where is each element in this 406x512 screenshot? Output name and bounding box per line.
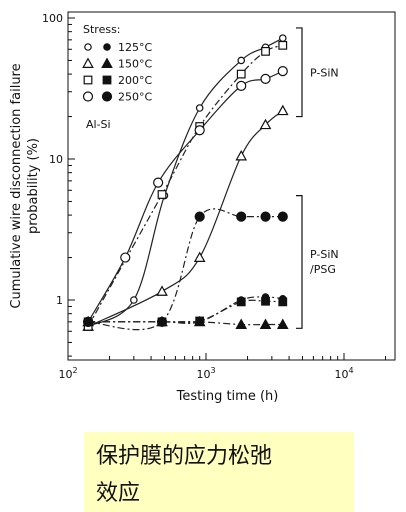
marker-circle-large-filled — [277, 211, 288, 222]
series-line — [87, 70, 284, 323]
legend-entry: 200°C — [118, 74, 152, 87]
series-circle-large-open — [83, 66, 288, 327]
marker-circle-large-open — [236, 80, 247, 91]
series-triangle-open — [82, 104, 289, 331]
series-line — [88, 299, 283, 324]
marker-square-filled — [195, 316, 205, 326]
marker-circle-large-open — [82, 91, 94, 102]
series-line — [88, 321, 283, 326]
marker-circle-large-open — [194, 125, 205, 136]
series-line — [87, 110, 284, 327]
marker-circle-large-open — [120, 252, 131, 263]
y-axis-label: Cumulative wire disconnection failure — [9, 63, 24, 308]
marker-triangle-filled — [276, 318, 289, 329]
marker-circle-large-open — [260, 73, 271, 84]
marker-circle-small-open — [237, 56, 246, 65]
marker-triangle-filled — [101, 57, 113, 68]
marker-square-open — [261, 46, 270, 56]
caption-line-1: 保护膜的应力松弛 — [96, 444, 273, 469]
y-tick-label: 10 — [49, 153, 63, 166]
marker-square-filled — [261, 296, 270, 306]
marker-circle-small-open — [278, 34, 287, 42]
group-bracket — [296, 195, 303, 329]
y-tick-label: 100 — [42, 12, 63, 25]
x-tick-label: 102 — [58, 366, 77, 381]
marker-square-filled — [102, 75, 112, 85]
marker-triangle-open — [156, 285, 168, 296]
series-circle-small-filled — [84, 293, 287, 326]
marker-square-open — [236, 69, 246, 79]
marker-square-open — [83, 75, 93, 85]
marker-triangle-filled — [235, 318, 248, 329]
series-line — [88, 296, 283, 325]
plot-frame — [67, 11, 396, 361]
series-line — [88, 208, 283, 331]
marker-square-filled — [278, 297, 288, 307]
series-square-open — [83, 40, 288, 331]
marker-circle-large-filled — [260, 211, 271, 222]
marker-circle-small-filled — [103, 43, 111, 51]
marker-triangle-open — [259, 118, 272, 130]
marker-circle-large-filled — [156, 316, 168, 327]
legend-entry: 250°C — [118, 91, 152, 104]
marker-triangle-open — [82, 57, 94, 68]
group-label-psin-psg: P-SiN — [310, 248, 339, 261]
x-tick-label: 104 — [334, 366, 353, 381]
group-bracket — [296, 27, 303, 118]
x-axis-label: Testing time (h) — [176, 389, 279, 404]
y-axis-label: probability (%) — [26, 138, 41, 234]
series-circle-large-filled — [83, 208, 288, 331]
legend-entry: 150°C — [118, 58, 152, 71]
marker-circle-large-open — [153, 177, 164, 188]
marker-circle-small-open — [130, 296, 138, 304]
series-line — [87, 44, 283, 327]
marker-circle-large-filled — [101, 91, 113, 102]
caption-box: 保护膜的应力松弛 效应 — [84, 432, 354, 512]
marker-circle-large-open — [277, 66, 288, 77]
marker-triangle-open — [235, 149, 248, 161]
caption-line-2: 效应 — [96, 481, 141, 506]
marker-circle-large-filled — [236, 211, 247, 222]
x-tick-label: 103 — [196, 366, 215, 381]
marker-circle-large-filled — [83, 316, 94, 327]
y-tick-label: 1 — [56, 294, 63, 307]
legend-title: Stress: — [83, 23, 121, 36]
series-circle-small-open — [84, 34, 287, 331]
marker-circle-large-filled — [194, 211, 205, 222]
group-label-psin: P-SiN — [310, 66, 339, 79]
marker-triangle-filled — [259, 318, 272, 329]
marker-square-filled — [236, 297, 246, 307]
chart-figure: 102 103 104 1 10 100 Testing time (h) Cumulativ… — [9, 11, 396, 404]
marker-triangle-open — [276, 104, 289, 116]
legend-material-label: Al-Si — [86, 118, 111, 131]
series-square-filled — [83, 296, 288, 327]
marker-circle-small-open — [84, 43, 92, 51]
legend-entry: 125°C — [118, 41, 152, 54]
marker-square-open — [278, 40, 288, 50]
marker-circle-small-open — [195, 104, 204, 112]
marker-triangle-open — [193, 251, 206, 262]
marker-square-open — [157, 190, 167, 199]
group-label-psin-psg: /PSG — [310, 263, 336, 276]
